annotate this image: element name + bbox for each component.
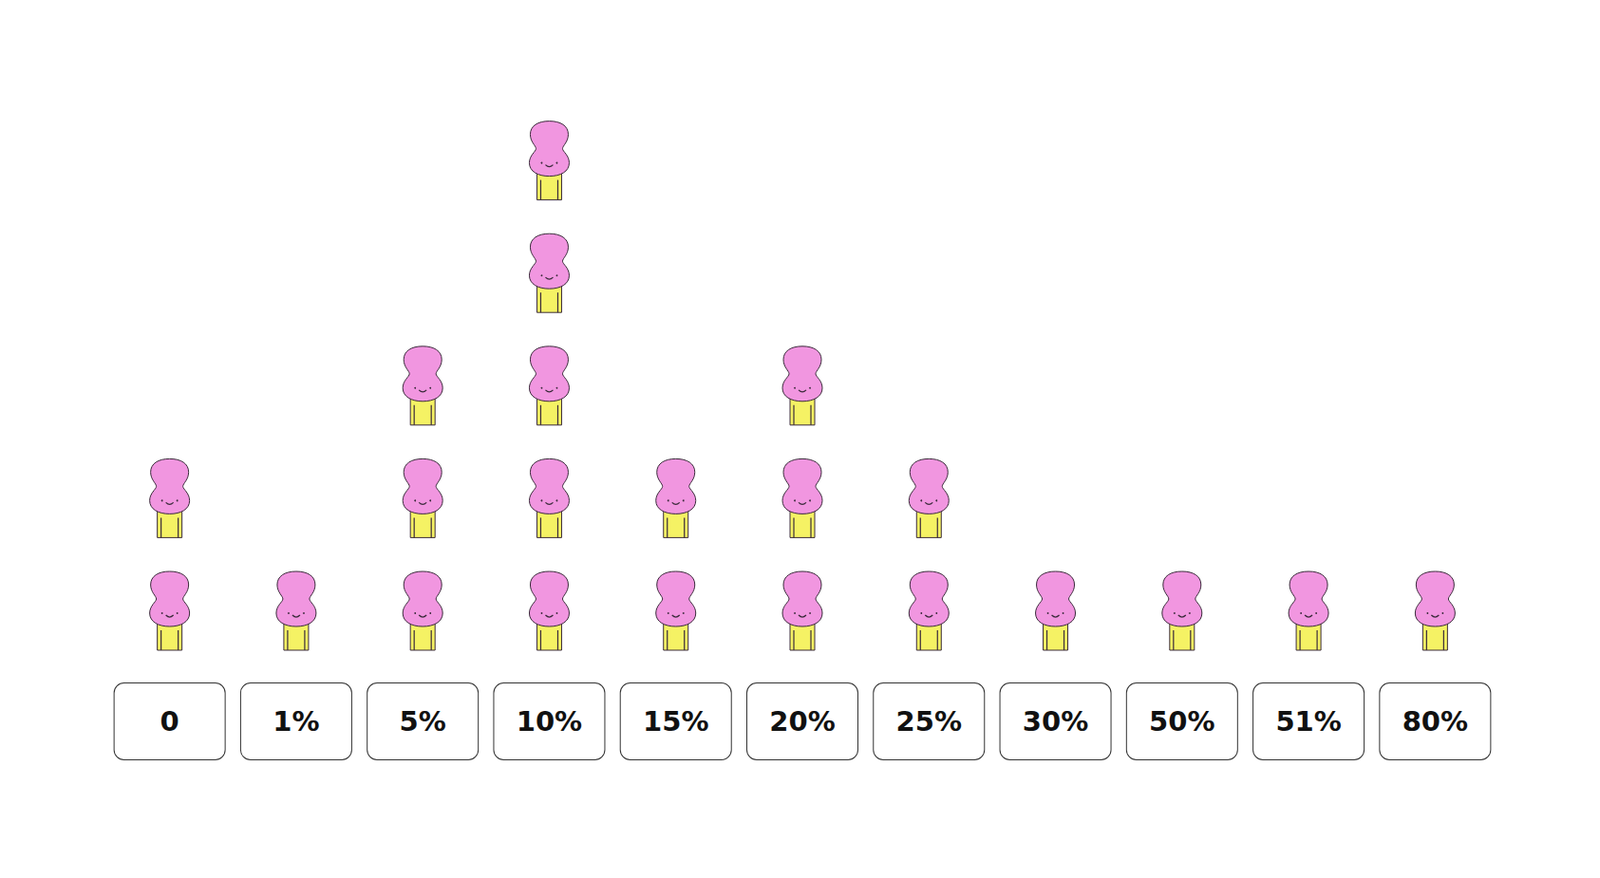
svg-text:5%: 5%: [399, 705, 447, 738]
svg-text:51%: 51%: [1275, 705, 1341, 738]
svg-text:20%: 20%: [769, 705, 835, 738]
svg-text:0: 0: [160, 705, 180, 738]
svg-text:25%: 25%: [896, 705, 962, 738]
svg-text:1%: 1%: [272, 705, 320, 738]
svg-text:15%: 15%: [642, 705, 709, 738]
svg-text:10%: 10%: [516, 705, 583, 738]
svg-text:30%: 30%: [1022, 705, 1089, 738]
svg-text:80%: 80%: [1402, 705, 1469, 738]
svg-text:50%: 50%: [1148, 705, 1215, 738]
